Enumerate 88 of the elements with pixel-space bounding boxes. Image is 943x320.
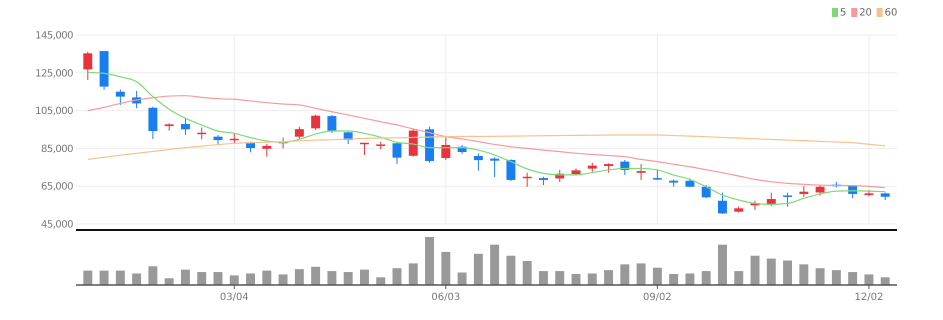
bar xyxy=(864,274,874,285)
bar xyxy=(327,271,336,285)
x-tick-label: 06/03 xyxy=(431,292,460,303)
bar xyxy=(425,237,434,285)
bar xyxy=(702,271,711,285)
bar xyxy=(588,273,597,285)
bar xyxy=(392,268,402,285)
candlestick xyxy=(604,162,614,174)
bar xyxy=(344,272,353,285)
candlestick xyxy=(311,114,320,131)
candlestick xyxy=(148,106,158,140)
bar xyxy=(262,270,272,285)
candlestick xyxy=(816,184,825,196)
bar xyxy=(311,266,320,285)
y-tick-label: 45,000 xyxy=(41,220,74,230)
bar xyxy=(880,277,890,285)
y-tick-label: 125,000 xyxy=(35,68,74,80)
bar xyxy=(669,274,678,285)
candlestick xyxy=(620,159,630,176)
y-tick-label: 145,000 xyxy=(35,30,74,42)
bar xyxy=(164,278,174,285)
candlestick xyxy=(180,117,190,136)
legend-label: 5 xyxy=(840,8,846,18)
x-tick-label: 12/02 xyxy=(854,292,884,303)
candlestick xyxy=(799,186,808,198)
x-tick-label: 03/04 xyxy=(220,292,249,303)
bar xyxy=(766,258,776,285)
candlestick xyxy=(116,88,125,106)
bar xyxy=(538,271,548,285)
bar xyxy=(636,263,646,285)
bar xyxy=(360,270,369,285)
bar xyxy=(132,273,142,285)
bar xyxy=(148,266,158,285)
candlestick xyxy=(636,164,646,180)
candlestick xyxy=(522,172,532,188)
bar xyxy=(116,270,125,285)
bar xyxy=(180,270,190,285)
candlestick xyxy=(702,184,711,199)
candlestick xyxy=(197,126,206,140)
candlestick xyxy=(506,158,516,182)
bar xyxy=(474,254,483,285)
bar xyxy=(522,261,532,285)
bar xyxy=(376,277,386,285)
bar xyxy=(832,270,841,285)
candlestick xyxy=(360,142,369,156)
bar xyxy=(685,273,694,285)
bar xyxy=(278,274,288,285)
bar xyxy=(783,260,792,285)
bar xyxy=(816,268,825,285)
candlestick xyxy=(262,144,272,158)
bar xyxy=(750,256,760,285)
bar xyxy=(458,272,467,285)
y-tick-label: 105,000 xyxy=(35,106,74,118)
bar xyxy=(408,263,418,285)
candlestick xyxy=(718,192,727,214)
x-tick-label: 09/02 xyxy=(642,292,672,303)
bar xyxy=(572,274,580,285)
y-tick-label: 85,000 xyxy=(41,144,74,155)
bar xyxy=(490,244,500,285)
candlestick xyxy=(214,134,222,145)
bar xyxy=(441,252,450,285)
bar xyxy=(246,273,256,285)
bar xyxy=(604,270,614,285)
bar xyxy=(294,269,304,285)
candlestick xyxy=(474,152,483,172)
candlestick xyxy=(652,168,662,180)
candlestick xyxy=(392,142,402,165)
candlestick xyxy=(783,192,792,208)
bar xyxy=(214,272,222,285)
bar xyxy=(83,270,92,285)
line-series xyxy=(87,72,886,205)
candlestick xyxy=(294,126,304,140)
candlestick xyxy=(83,51,92,80)
bar xyxy=(848,272,858,285)
bar xyxy=(197,272,206,285)
bar xyxy=(799,264,808,285)
bar xyxy=(555,271,564,285)
bar xyxy=(734,271,744,285)
y-tick-label: 65,000 xyxy=(41,182,74,193)
legend-label: 20 xyxy=(859,8,872,18)
bar xyxy=(506,256,516,285)
candlestick xyxy=(490,156,500,178)
bar xyxy=(100,270,109,285)
candlestick xyxy=(327,114,336,134)
bar xyxy=(620,264,630,285)
legend-label: 60 xyxy=(884,8,898,18)
bar xyxy=(652,268,662,285)
bar xyxy=(718,244,727,285)
